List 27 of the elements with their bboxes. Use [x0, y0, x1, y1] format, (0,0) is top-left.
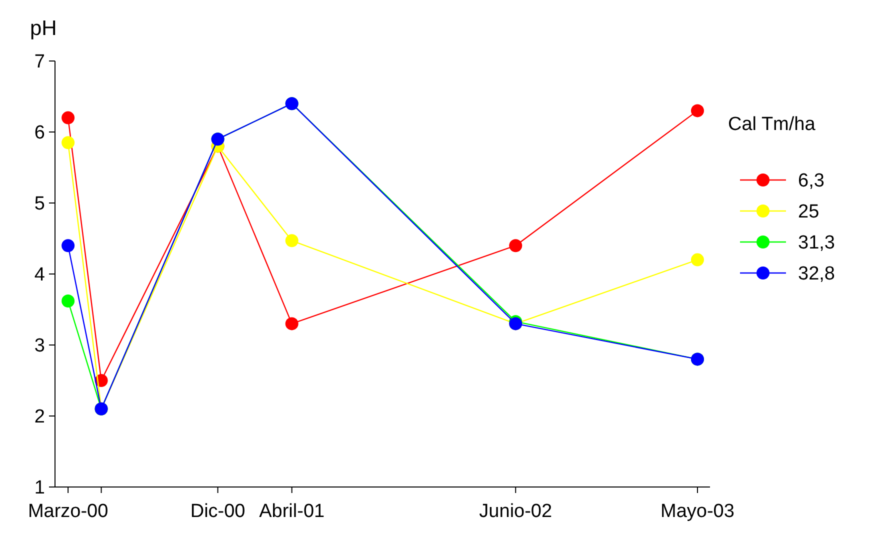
legend-title: Cal Tm/ha — [728, 114, 816, 135]
x-tick-label: Marzo-00 — [28, 501, 108, 522]
y-tick-label: 2 — [34, 406, 45, 428]
point — [690, 253, 704, 266]
point — [509, 239, 522, 252]
y-tick-label: 6 — [34, 122, 45, 144]
y-tick-label: 5 — [34, 194, 45, 215]
legend-label: 32,8 — [798, 264, 835, 285]
point — [62, 239, 75, 252]
point — [62, 294, 75, 308]
point — [690, 104, 704, 118]
x-tick-label: Junio-02 — [479, 501, 552, 522]
point — [62, 111, 75, 124]
y-axis-title: pH — [30, 17, 57, 40]
legend-label: 25 — [798, 202, 820, 223]
y-tick-label: 3 — [34, 336, 45, 357]
point — [62, 136, 75, 150]
legend-label: 6,3 — [798, 170, 824, 192]
y-tick-label: 7 — [34, 52, 45, 73]
point — [285, 234, 298, 248]
x-tick-label: Abril-01 — [259, 501, 325, 522]
x-tick-label: Dic-00 — [190, 501, 246, 522]
x-tick-label: Mayo-03 — [660, 501, 734, 522]
y-tick-label: 1 — [34, 478, 45, 499]
y-tick-label: 4 — [34, 264, 46, 286]
point — [285, 317, 298, 330]
legend-label: 31,3 — [798, 232, 835, 254]
